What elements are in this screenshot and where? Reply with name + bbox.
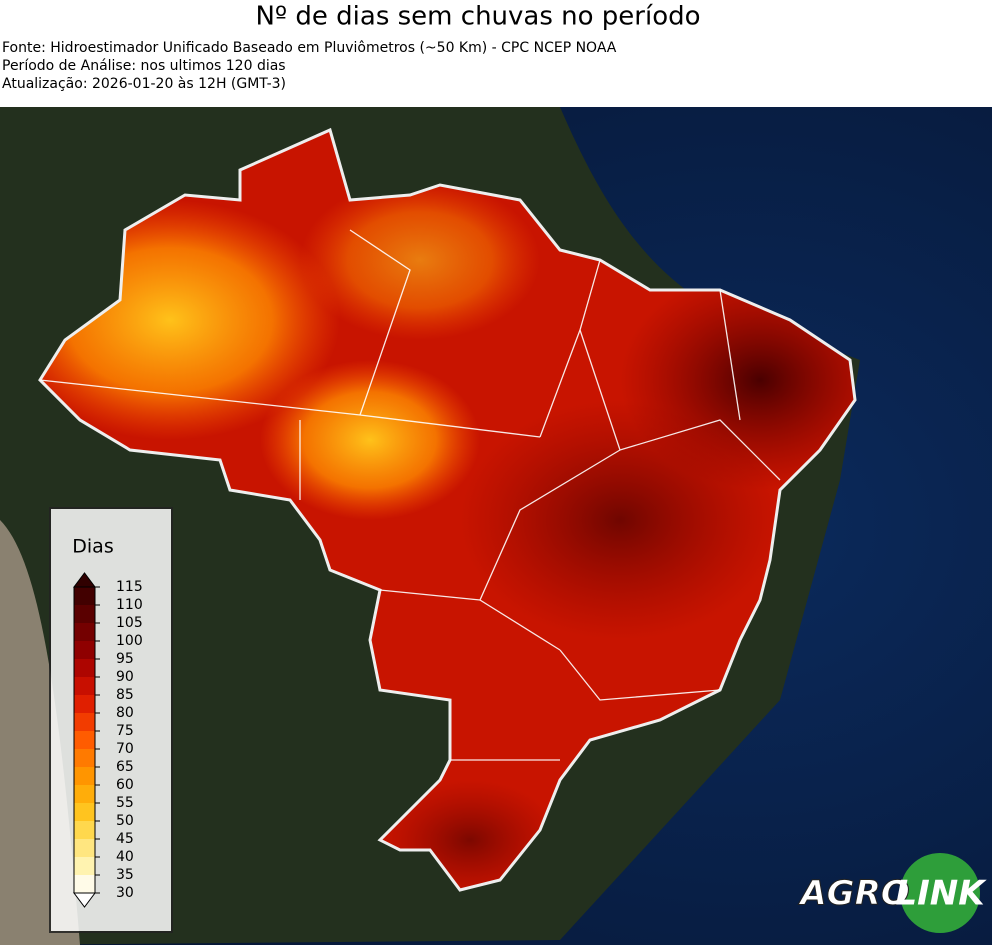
color-band bbox=[74, 713, 95, 731]
colorbar-title: Dias bbox=[72, 536, 113, 558]
color-band bbox=[74, 839, 95, 857]
color-band bbox=[74, 803, 95, 821]
state-borders bbox=[39, 229, 781, 761]
color-band bbox=[74, 875, 95, 893]
map-title: Nº de dias sem chuvas no período bbox=[255, 2, 700, 32]
tick-label: 80 bbox=[116, 705, 134, 721]
color-band bbox=[74, 623, 95, 641]
color-band bbox=[74, 749, 95, 767]
color-band bbox=[74, 677, 95, 695]
colorbar: 30 35 40 45 50 55 60 65 70 75 80 85 90 95 100 105 110 115 bbox=[73, 572, 143, 908]
subtitles: Fonte: Hidroestimador Unificado Baseado … bbox=[2, 40, 617, 92]
tick-label: 65 bbox=[116, 759, 134, 775]
tick-label: 70 bbox=[116, 741, 134, 757]
logo: AGRO LINK bbox=[797, 853, 987, 933]
tick-label: 115 bbox=[116, 579, 143, 595]
subtitle-line: Fonte: Hidroestimador Unificado Baseado … bbox=[2, 40, 617, 56]
color-band bbox=[74, 767, 95, 785]
tick-label: 35 bbox=[116, 867, 134, 883]
tick-label: 45 bbox=[116, 831, 134, 847]
colorbar-frame bbox=[73, 586, 96, 894]
tick-label: 85 bbox=[116, 687, 134, 703]
color-band bbox=[74, 605, 95, 623]
color-band bbox=[74, 821, 95, 839]
logo-right: LINK bbox=[895, 874, 987, 914]
tick-label: 55 bbox=[116, 795, 134, 811]
color-band bbox=[74, 641, 95, 659]
color-band bbox=[74, 587, 95, 605]
tick-label: 105 bbox=[116, 615, 143, 631]
subtitle-line: Atualização: 2026-01-20 às 12H (GMT-3) bbox=[2, 76, 286, 92]
tick-label: 110 bbox=[116, 597, 143, 613]
colorbar-box: Dias 30 35 40 45 50 55 60 65 70 75 80 85 90 95 100 105 1… bbox=[49, 507, 173, 933]
tick-label: 60 bbox=[116, 777, 134, 793]
tick-label: 95 bbox=[116, 651, 134, 667]
subtitle-line: Período de Análise: nos ultimos 120 dias bbox=[2, 58, 286, 74]
tick-label: 30 bbox=[116, 885, 134, 901]
color-band bbox=[74, 785, 95, 803]
color-band bbox=[74, 695, 95, 713]
color-band bbox=[74, 659, 95, 677]
tick-label: 90 bbox=[116, 669, 134, 685]
map bbox=[0, 107, 992, 945]
tick-label: 100 bbox=[116, 633, 143, 649]
tick-label: 40 bbox=[116, 849, 134, 865]
tick-label: 50 bbox=[116, 813, 134, 829]
logo-left: AGRO bbox=[797, 874, 909, 914]
color-band bbox=[74, 857, 95, 875]
color-band bbox=[74, 731, 95, 749]
tick-label: 75 bbox=[116, 723, 134, 739]
